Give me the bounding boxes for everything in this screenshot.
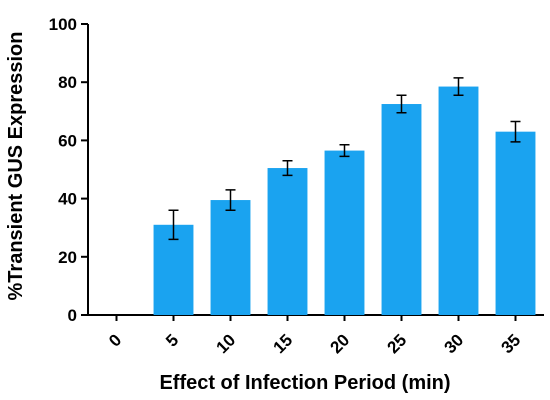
bar: [381, 104, 422, 316]
y-axis: 0 20 40 60 80 100: [49, 15, 89, 325]
x-axis-title: Effect of Infection Period (min): [159, 372, 450, 394]
y-tick-label: 60: [58, 131, 77, 150]
error-bar: [396, 94, 407, 114]
error-bar: [168, 209, 179, 241]
x-tick-label: 25: [384, 330, 411, 357]
x-axis: 0 5 10 15 20 25 30 35: [87, 314, 544, 357]
bar: [267, 168, 308, 315]
error-bar: [225, 189, 236, 211]
bar: [495, 131, 536, 315]
y-tick-label: 0: [68, 306, 77, 325]
error-bar: [510, 120, 521, 143]
y-tick-label: 20: [58, 248, 77, 267]
bar-series: [153, 86, 536, 316]
x-tick-label: 20: [327, 330, 354, 357]
x-tick-label: 10: [213, 330, 240, 357]
y-axis-title: %Transient GUS Expression: [5, 32, 27, 301]
x-tick-label: 35: [498, 330, 525, 357]
bar: [438, 86, 479, 315]
bar: [324, 150, 365, 315]
y-tick-label: 40: [58, 190, 77, 209]
error-bar: [339, 144, 350, 158]
y-tick-label: 100: [49, 15, 77, 34]
y-tick-label: 80: [58, 73, 77, 92]
error-bars: [168, 77, 521, 241]
x-tick-label: 30: [441, 330, 468, 357]
error-bar: [453, 77, 464, 97]
x-tick-label: 15: [270, 330, 297, 357]
error-bar: [282, 160, 293, 177]
x-tick-label: 5: [162, 330, 182, 350]
bar: [210, 200, 251, 315]
x-tick-label: 0: [105, 330, 125, 350]
